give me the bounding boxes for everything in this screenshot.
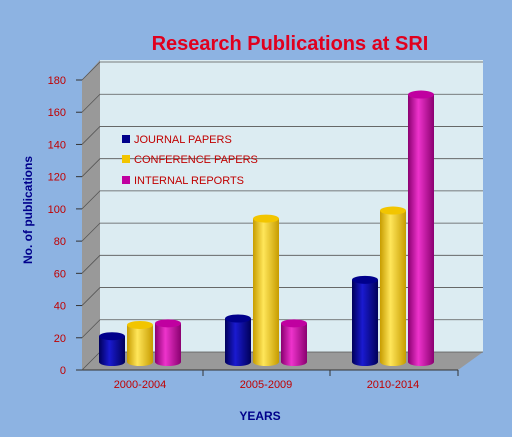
y-axis-ticks: 0 20 40 60 80 100 120 140 160 180 [48,75,82,377]
bar [225,314,251,366]
y-tick-label: 100 [48,204,66,216]
chart-title: Research Publications at SRI [152,33,429,55]
legend-swatch [122,135,130,143]
y-tick-label: 0 [60,365,66,377]
y-tick-label: 160 [48,107,66,119]
bar [352,275,378,366]
x-axis-title: YEARS [239,409,280,423]
bar [253,214,279,366]
gridline [81,254,483,274]
x-axis-ticks: 2000-2004 2005-2009 2010-2014 [114,370,459,391]
bar-body [253,218,279,366]
bar [408,90,434,367]
bar-top [352,275,378,284]
gridline [81,190,483,210]
bar-top [281,319,307,328]
bar-body [99,336,125,366]
x-tick-label: 2010-2014 [367,379,420,391]
bar-body [155,323,181,366]
bar-top [225,314,251,323]
bar-body [225,318,251,366]
gridline [81,158,483,177]
bar-top [127,320,153,329]
y-axis-title: No. of publications [21,156,35,264]
y-tick-label: 40 [54,301,66,313]
bar [281,319,307,366]
bar-top [253,214,279,223]
gridline [81,222,483,242]
y-tick-label: 60 [54,268,66,280]
legend-label: CONFERENCE PAPERS [134,154,258,166]
bar-body [127,324,153,366]
bar-top [380,206,406,215]
bar [99,332,125,366]
bars [99,90,434,367]
plot-side-wall [82,60,100,370]
bar-top [408,90,434,99]
gridline [81,93,483,113]
bar-body [281,323,307,366]
legend-label: INTERNAL REPORTS [134,175,244,187]
bar-body [380,210,406,366]
y-tick-label: 180 [48,75,66,87]
y-tick-label: 140 [48,139,66,151]
bar-body [408,94,434,367]
bar-top [155,319,181,328]
legend-swatch [122,155,130,163]
gridline [81,61,483,81]
gridlines [81,61,483,371]
y-tick-label: 120 [48,172,66,184]
bar-body [352,279,378,366]
gridline [81,126,483,145]
y-tick-label: 20 [54,333,66,345]
bar-top [99,332,125,341]
legend-swatch [122,176,130,184]
x-tick-label: 2005-2009 [240,379,293,391]
x-tick-label: 2000-2004 [114,379,167,391]
legend-label: JOURNAL PAPERS [134,134,232,146]
legend: JOURNAL PAPERS CONFERENCE PAPERS INTERNAL … [122,134,258,187]
bar [380,206,406,366]
bar [155,319,181,366]
bar [127,320,153,366]
y-tick-label: 80 [54,236,66,248]
